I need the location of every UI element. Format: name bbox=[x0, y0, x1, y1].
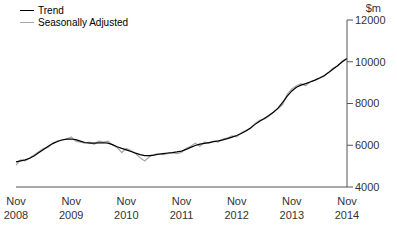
svg-text:2013: 2013 bbox=[280, 209, 304, 221]
svg-text:2011: 2011 bbox=[170, 209, 194, 221]
svg-text:Nov: Nov bbox=[117, 195, 137, 207]
svg-text:6000: 6000 bbox=[355, 139, 379, 151]
svg-text:10000: 10000 bbox=[355, 56, 386, 68]
html-text:Trend: Trend bbox=[38, 4, 64, 16]
svg-text:Nov: Nov bbox=[337, 195, 357, 207]
svg-text:4000: 4000 bbox=[355, 181, 379, 193]
svg-text:8000: 8000 bbox=[355, 97, 379, 109]
svg-text:Nov: Nov bbox=[8, 195, 26, 207]
svg-text:Nov: Nov bbox=[227, 195, 247, 207]
svg-text:12000: 12000 bbox=[355, 14, 386, 26]
html-text:$m: $m bbox=[365, 2, 381, 14]
svg-text:Nov: Nov bbox=[61, 195, 81, 207]
svg-text:2014: 2014 bbox=[335, 209, 359, 221]
svg-text:2009: 2009 bbox=[59, 209, 83, 221]
svg-text:Nov: Nov bbox=[282, 195, 302, 207]
html-text:Seasonally Adjusted: Seasonally Adjusted bbox=[38, 16, 129, 28]
svg-text:2008: 2008 bbox=[8, 209, 28, 221]
svg-text:2012: 2012 bbox=[224, 209, 248, 221]
svg-text:2010: 2010 bbox=[114, 209, 138, 221]
svg-text:Nov: Nov bbox=[172, 195, 192, 207]
